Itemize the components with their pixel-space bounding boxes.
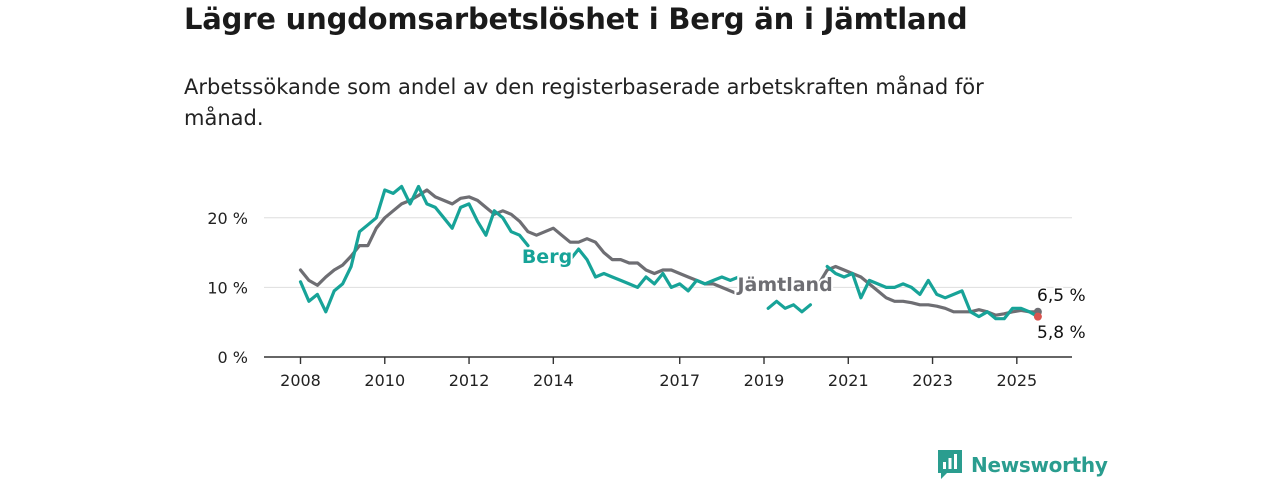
- newsworthy-logo-icon: [938, 450, 962, 479]
- x-tick-label: 2021: [828, 371, 869, 390]
- end-value-label-berg: 5,8 %: [1037, 323, 1086, 343]
- y-axis-ticks: 0 % 10 % 20 %: [207, 209, 248, 367]
- x-tick-label: 2012: [449, 371, 490, 390]
- y-tick-label: 20 %: [207, 209, 248, 228]
- series-end-point: [1033, 312, 1042, 321]
- series-line-berg: [298, 184, 530, 314]
- chart-subtitle: Arbetssökande som andel av den registerb…: [184, 75, 984, 130]
- newsworthy-brand: Newsworthy: [937, 449, 1108, 481]
- brand-name: Newsworthy: [971, 453, 1108, 477]
- x-tick-label: 2019: [744, 371, 785, 390]
- y-tick-label: 0 %: [218, 348, 248, 367]
- x-tick-label: 2010: [364, 371, 405, 390]
- x-tick-label: 2017: [659, 371, 700, 390]
- series-labels: Jämtland Berg 6,5 % 5,8 %: [520, 244, 1087, 344]
- page-title: Lägre ungdomsarbetslöshet i Berg än i Jä…: [184, 2, 968, 36]
- x-tick-label: 2025: [996, 371, 1037, 390]
- y-tick-label: 10 %: [207, 278, 248, 297]
- series-line-jämtland: [817, 264, 1040, 317]
- series-line-berg: [766, 299, 812, 314]
- x-tick-label: 2008: [280, 371, 321, 390]
- series-label-berg: Berg: [522, 246, 572, 268]
- x-tick-label: 2014: [533, 371, 574, 390]
- series-label-jämtland: Jämtland: [735, 274, 832, 296]
- end-value-label-jamtland: 6,5 %: [1037, 286, 1086, 306]
- series-line-berg: [568, 247, 741, 293]
- x-axis-ticks: 2008 2010 2012 2014 2017 2019 2021 2023 2025: [280, 357, 1037, 390]
- series-line-berg: [825, 264, 1040, 321]
- series-line-jämtland: [298, 188, 741, 296]
- grid-lines: [264, 217, 1072, 288]
- x-tick-label: 2023: [912, 371, 953, 390]
- series-lines: [298, 184, 1042, 321]
